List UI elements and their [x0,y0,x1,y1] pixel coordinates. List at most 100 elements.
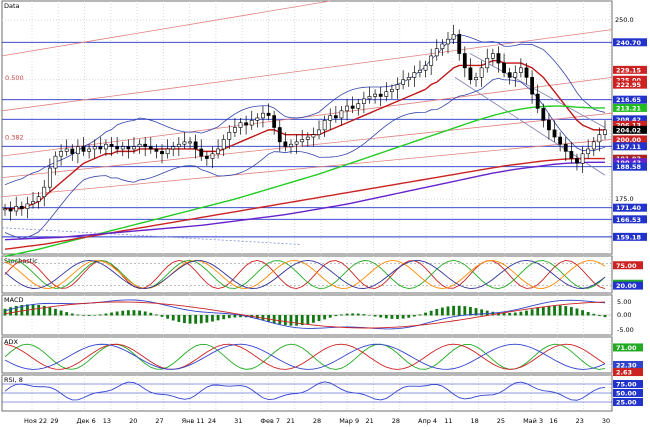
candle-body-21 [120,146,125,150]
macd-bar-59 [334,315,338,317]
panel-price [1,0,613,255]
macd-bar-65 [368,314,371,316]
macd-bar-50 [283,315,287,326]
price-tag-bg-15 [613,215,647,224]
macd-bar-79 [446,306,450,316]
x-tick-label-10: 21 [287,417,295,425]
x-tick-label-14: 28 [392,417,400,425]
macd-bar-22 [126,310,130,316]
candle-body-8 [47,167,52,188]
series-line-1 [4,105,605,258]
macd-bar-13 [76,314,80,316]
candle-body-19 [109,143,114,147]
price-tag-bg-13 [613,162,647,171]
macd-bar-33 [188,315,192,324]
candle-body-14 [81,146,86,152]
panel-price-title: Data [4,2,20,10]
candle-body-87 [490,53,495,59]
adx-tag-0: 71.00 [616,344,637,352]
candle-body-26 [148,146,153,150]
price-tag-0: 240.70 [616,39,642,47]
macd-bar-16 [93,315,97,316]
panel-macd-title: MACD [4,296,23,304]
price-tag-8: 204.02 [616,126,641,134]
macd-bar-3 [20,304,24,316]
macd-bar-14 [82,315,85,316]
macd-bar-19 [110,312,113,316]
macd-bar-7 [42,305,46,316]
panel-rsi-title: RSI, 8 [4,376,23,384]
macd-bar-2 [14,305,18,316]
price-tag-bg-0 [613,38,647,47]
candle-body-11 [64,148,69,152]
macd-bar-104 [586,312,590,316]
macd-bar-107 [603,315,607,318]
candle-body-85 [479,67,484,78]
candle-body-102 [575,158,579,164]
macd-bar-61 [345,313,349,316]
candle-body-29 [165,148,170,155]
candle-body-98 [552,129,557,138]
x-tick-label-9: Фев 7 [260,417,280,425]
trendline-3 [1,112,613,179]
candle-body-13 [75,146,80,155]
macd-bar-96 [541,306,545,316]
candle-body-59 [333,115,338,119]
macd-bar-32 [183,315,186,324]
candle-body-73 [412,72,417,78]
price-tag-4: 216.65 [616,96,642,104]
macd-bar-11 [65,312,69,316]
macd-bar-91 [513,312,517,316]
macd-bar-36 [205,315,209,323]
candle-body-55 [311,134,316,138]
x-tick-label-22: 30 [602,417,610,425]
macd-bar-68 [384,315,388,319]
x-tick-label-5: 27 [155,417,163,425]
trendline-1 [1,29,613,112]
adx-tag-bg-1 [613,360,643,369]
stoch-tag-2: 20.00 [616,282,637,290]
candle-body-49 [277,127,282,143]
candle-body-89 [502,62,506,73]
price-tag-bg-8 [613,125,647,134]
x-tick-label-17: 18 [471,417,479,425]
fib-label-1: 0.382 [5,133,24,141]
band-upper [4,34,606,186]
candle-body-76 [429,55,434,66]
candle-body-32 [182,141,187,145]
x-tick-label-6: Янв 11 [182,417,205,425]
price-tag-bg-3 [613,80,647,89]
candle-body-83 [468,67,473,81]
x-tick-label-3: 13 [103,417,111,425]
candle-body-103 [580,153,585,164]
macd-bar-102 [575,308,579,316]
candle-body-94 [530,77,535,95]
x-tick-label-4: 20 [129,417,137,425]
candle-body-62 [350,105,355,109]
macd-bar-76 [429,310,433,316]
candle-body-42 [238,122,243,128]
candle-body-80 [451,34,456,40]
candle-body-31 [176,143,181,147]
x-tick-label-21: 23 [576,417,584,425]
macd-bar-77 [435,309,439,316]
x-tick-label-8: 31 [234,417,242,425]
candle-body-78 [440,43,445,50]
macd-bar-60 [340,314,343,316]
x-tick-label-0: Ноя 22 [24,417,47,425]
candle-body-67 [378,93,383,97]
macd-bar-97 [547,305,551,316]
candle-body-79 [446,38,450,45]
adx-tag-bg-0 [613,343,643,352]
macd-bar-0 [3,308,7,316]
candle-body-57 [322,120,327,131]
macd-tick-1: 0.00 [617,311,631,319]
candle-body-24 [137,143,142,147]
candle-body-68 [384,91,389,97]
macd-bar-57 [323,315,327,320]
macd-bar-23 [132,310,136,316]
macd-bar-31 [177,315,181,322]
candle-body-93 [524,67,529,78]
rsi-tag-2: 25.00 [616,399,637,407]
